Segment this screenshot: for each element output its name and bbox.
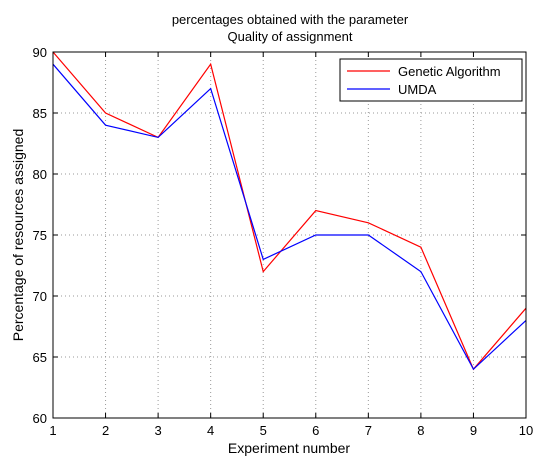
chart-title-line-2: Quality of assignment [227, 29, 352, 44]
series-line-umda [52, 63, 527, 371]
x-tick-labels: 1 2 3 4 5 6 7 8 9 10 [49, 423, 533, 438]
x-tick-label-1: 1 [49, 423, 56, 438]
x-tick-label-7: 7 [365, 423, 372, 438]
x-tick-label-2: 2 [102, 423, 109, 438]
y-tick-label-65: 65 [33, 350, 47, 365]
chart-title-line-1: percentages obtained with the parameter [172, 12, 409, 27]
x-tick-label-3: 3 [154, 423, 161, 438]
legend-label-genetic-algorithm: Genetic Algorithm [398, 64, 501, 79]
y-tick-label-60: 60 [33, 411, 47, 426]
x-tick-label-9: 9 [470, 423, 477, 438]
grid [53, 52, 526, 418]
y-tick-label-80: 80 [33, 167, 47, 182]
y-tick-label-70: 70 [33, 289, 47, 304]
legend-label-umda: UMDA [398, 82, 437, 97]
y-tick-label-85: 85 [33, 106, 47, 121]
legend: Genetic Algorithm UMDA [339, 58, 523, 102]
x-axis-label: Experiment number [228, 440, 351, 456]
axis-ticks [52, 51, 527, 419]
legend-box [339, 58, 523, 102]
x-tick-label-4: 4 [207, 423, 214, 438]
y-axis-label: Percentage of resources assigned [10, 129, 26, 341]
y-tick-label-90: 90 [33, 45, 47, 60]
y-tick-labels: 60 65 70 75 80 85 90 [33, 45, 47, 426]
x-tick-label-5: 5 [260, 423, 267, 438]
x-tick-label-10: 10 [519, 423, 533, 438]
y-tick-label-75: 75 [33, 228, 47, 243]
x-tick-label-8: 8 [417, 423, 424, 438]
series-line-genetic-algorithm [52, 51, 527, 371]
series-lines [52, 51, 527, 371]
x-tick-label-6: 6 [312, 423, 319, 438]
